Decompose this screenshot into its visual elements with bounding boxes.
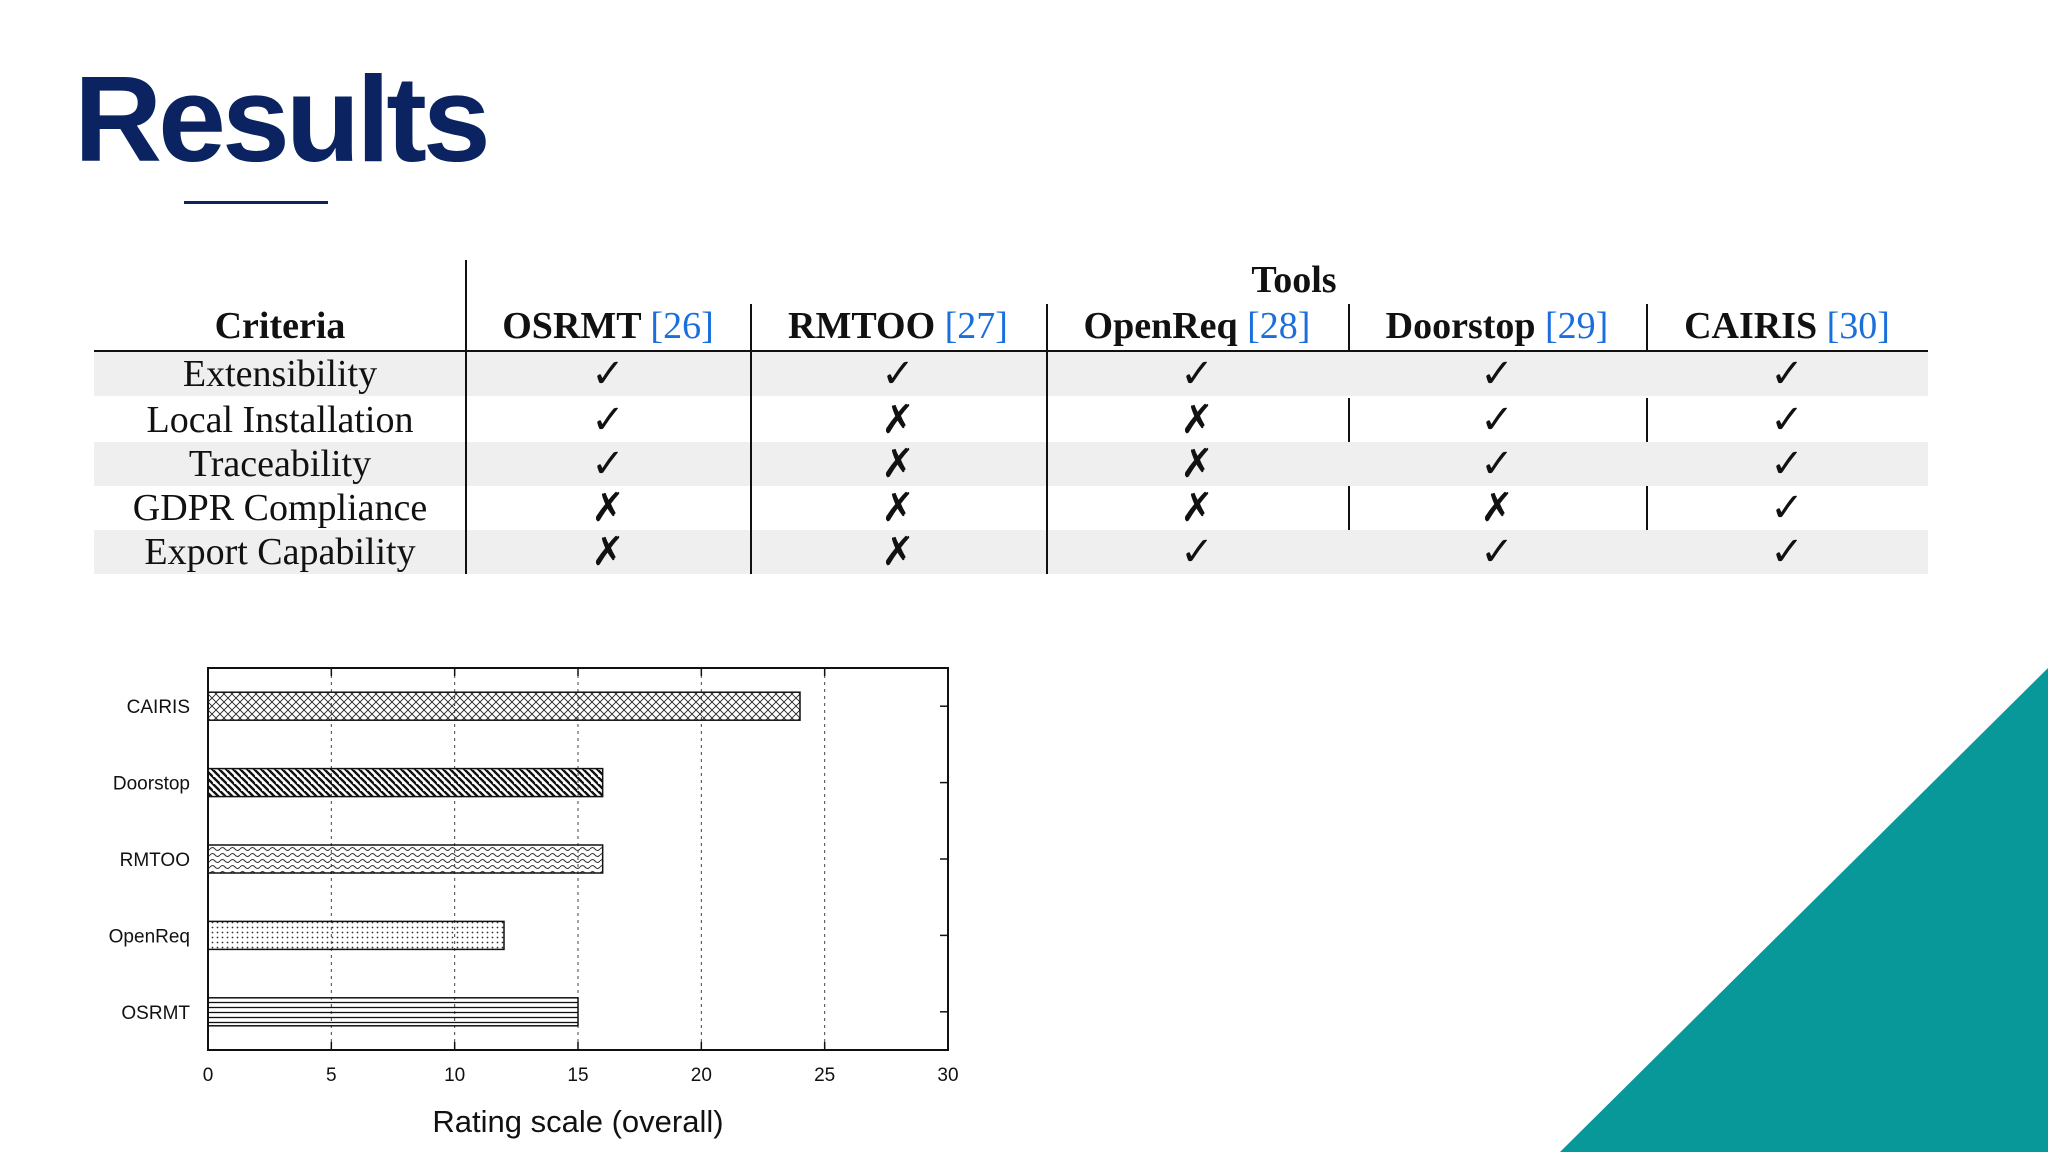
cross-mark-icon: ✗ — [881, 485, 915, 531]
title-underline — [184, 201, 328, 204]
criterion-label: Export Capability — [144, 531, 416, 573]
slide-title: Results — [74, 51, 491, 187]
table-row: Export Capability ✗ ✗ ✓ ✓ ✓ — [94, 530, 1928, 574]
tool-reference-link[interactable]: [29] — [1545, 305, 1609, 347]
cross-mark-icon: ✗ — [591, 485, 625, 531]
tool-reference-link[interactable]: [26] — [650, 305, 714, 347]
bar-osrmt — [207, 997, 579, 1027]
category-label: OSRMT — [121, 1003, 190, 1024]
check-mark-icon: ✓ — [1480, 397, 1514, 443]
bar-openreq — [207, 920, 505, 951]
tool-header-doorstop: Doorstop [29] — [1348, 304, 1646, 348]
cross-mark-icon: ✗ — [1480, 485, 1514, 531]
column-divider — [465, 260, 467, 574]
check-mark-icon: ✓ — [591, 397, 625, 443]
tool-name: Doorstop — [1385, 305, 1546, 347]
cross-mark-icon: ✗ — [881, 529, 915, 575]
tool-header-osrmt: OSRMT [26] — [466, 304, 750, 348]
tool-name: CAIRIS — [1684, 305, 1827, 347]
cross-mark-icon: ✗ — [881, 441, 915, 487]
tool-header-openreq: OpenReq [28] — [1046, 304, 1348, 348]
category-label: Doorstop — [113, 774, 190, 795]
category-label: CAIRIS — [127, 697, 190, 718]
x-tick-label: 25 — [814, 1065, 835, 1086]
table-header: Tools Criteria OSRMT [26] RMTOO [27] OpenR… — [94, 258, 1928, 348]
check-mark-icon: ✓ — [1480, 351, 1514, 397]
tool-reference-link[interactable]: [28] — [1247, 305, 1311, 347]
check-mark-icon: ✓ — [1770, 351, 1804, 397]
teal-corner-triangle — [1560, 668, 2048, 1152]
x-tick-label: 20 — [691, 1065, 712, 1086]
score-bar-chart: 0 5 10 15 20 25 30 CAIRIS Doorstop RMTOO OpenReq OS… — [80, 630, 1000, 1150]
bar-cairis — [207, 691, 801, 721]
cross-mark-icon: ✗ — [1180, 441, 1214, 487]
x-tick-label: 5 — [326, 1065, 337, 1086]
check-mark-icon: ✓ — [1180, 351, 1214, 397]
cross-mark-icon: ✗ — [881, 397, 915, 443]
tool-reference-link[interactable]: [27] — [944, 305, 1008, 347]
check-mark-icon: ✓ — [591, 441, 625, 487]
tool-header-rmtoo: RMTOO [27] — [750, 304, 1046, 348]
check-mark-icon: ✓ — [1770, 485, 1804, 531]
column-divider — [750, 304, 752, 574]
column-divider — [1046, 304, 1048, 574]
check-mark-icon: ✓ — [591, 351, 625, 397]
bar-doorstop — [207, 767, 604, 798]
x-tick-label: 10 — [444, 1065, 465, 1086]
check-mark-icon: ✓ — [1770, 529, 1804, 575]
column-divider — [1348, 486, 1350, 530]
column-divider — [1646, 304, 1648, 352]
criterion-label: Local Installation — [146, 399, 414, 441]
criterion-label: GDPR Compliance — [132, 487, 428, 529]
column-divider — [1348, 398, 1350, 442]
check-mark-icon: ✓ — [1480, 529, 1514, 575]
table-row: Extensibility ✓ ✓ ✓ ✓ ✓ — [94, 352, 1928, 396]
x-tick-label: 0 — [203, 1065, 214, 1086]
check-mark-icon: ✓ — [881, 351, 915, 397]
check-mark-icon: ✓ — [1770, 441, 1804, 487]
table-row: GDPR Compliance ✗ ✗ ✗ ✗ ✓ — [94, 486, 1928, 530]
criterion-label: Traceability — [188, 443, 372, 485]
cross-mark-icon: ✗ — [591, 529, 625, 575]
criterion-label: Extensibility — [182, 353, 378, 395]
bar-rmtoo — [207, 844, 604, 874]
table-row: Local Installation ✓ ✗ ✗ ✓ ✓ — [94, 398, 1928, 442]
column-divider — [1348, 304, 1350, 352]
category-label: OpenReq — [109, 926, 190, 947]
column-divider — [1646, 398, 1648, 442]
x-tick-label: 30 — [937, 1065, 958, 1086]
table-row: Traceability ✓ ✗ ✗ ✓ ✓ — [94, 442, 1928, 486]
tool-name: OSRMT — [502, 305, 651, 347]
check-mark-icon: ✓ — [1480, 441, 1514, 487]
cross-mark-icon: ✗ — [1180, 397, 1214, 443]
cross-mark-icon: ✗ — [1180, 485, 1214, 531]
tool-name: RMTOO — [788, 305, 945, 347]
x-axis-label: Rating scale (overall) — [432, 1104, 723, 1139]
column-divider — [1646, 486, 1648, 530]
x-tick-label: 15 — [567, 1065, 588, 1086]
criteria-header: Criteria — [214, 305, 346, 347]
category-label: RMTOO — [120, 850, 190, 871]
chart-canvas: 0 5 10 15 20 25 30 CAIRIS Doorstop RMTOO OpenReq OS… — [109, 667, 959, 1139]
tool-reference-link[interactable]: [30] — [1826, 305, 1890, 347]
tool-header-cairis: CAIRIS [30] — [1646, 304, 1928, 348]
check-mark-icon: ✓ — [1770, 397, 1804, 443]
table-rule — [94, 350, 1928, 352]
tool-name: OpenReq — [1083, 305, 1248, 347]
check-mark-icon: ✓ — [1180, 529, 1214, 575]
tools-group-header: Tools — [1251, 259, 1337, 301]
